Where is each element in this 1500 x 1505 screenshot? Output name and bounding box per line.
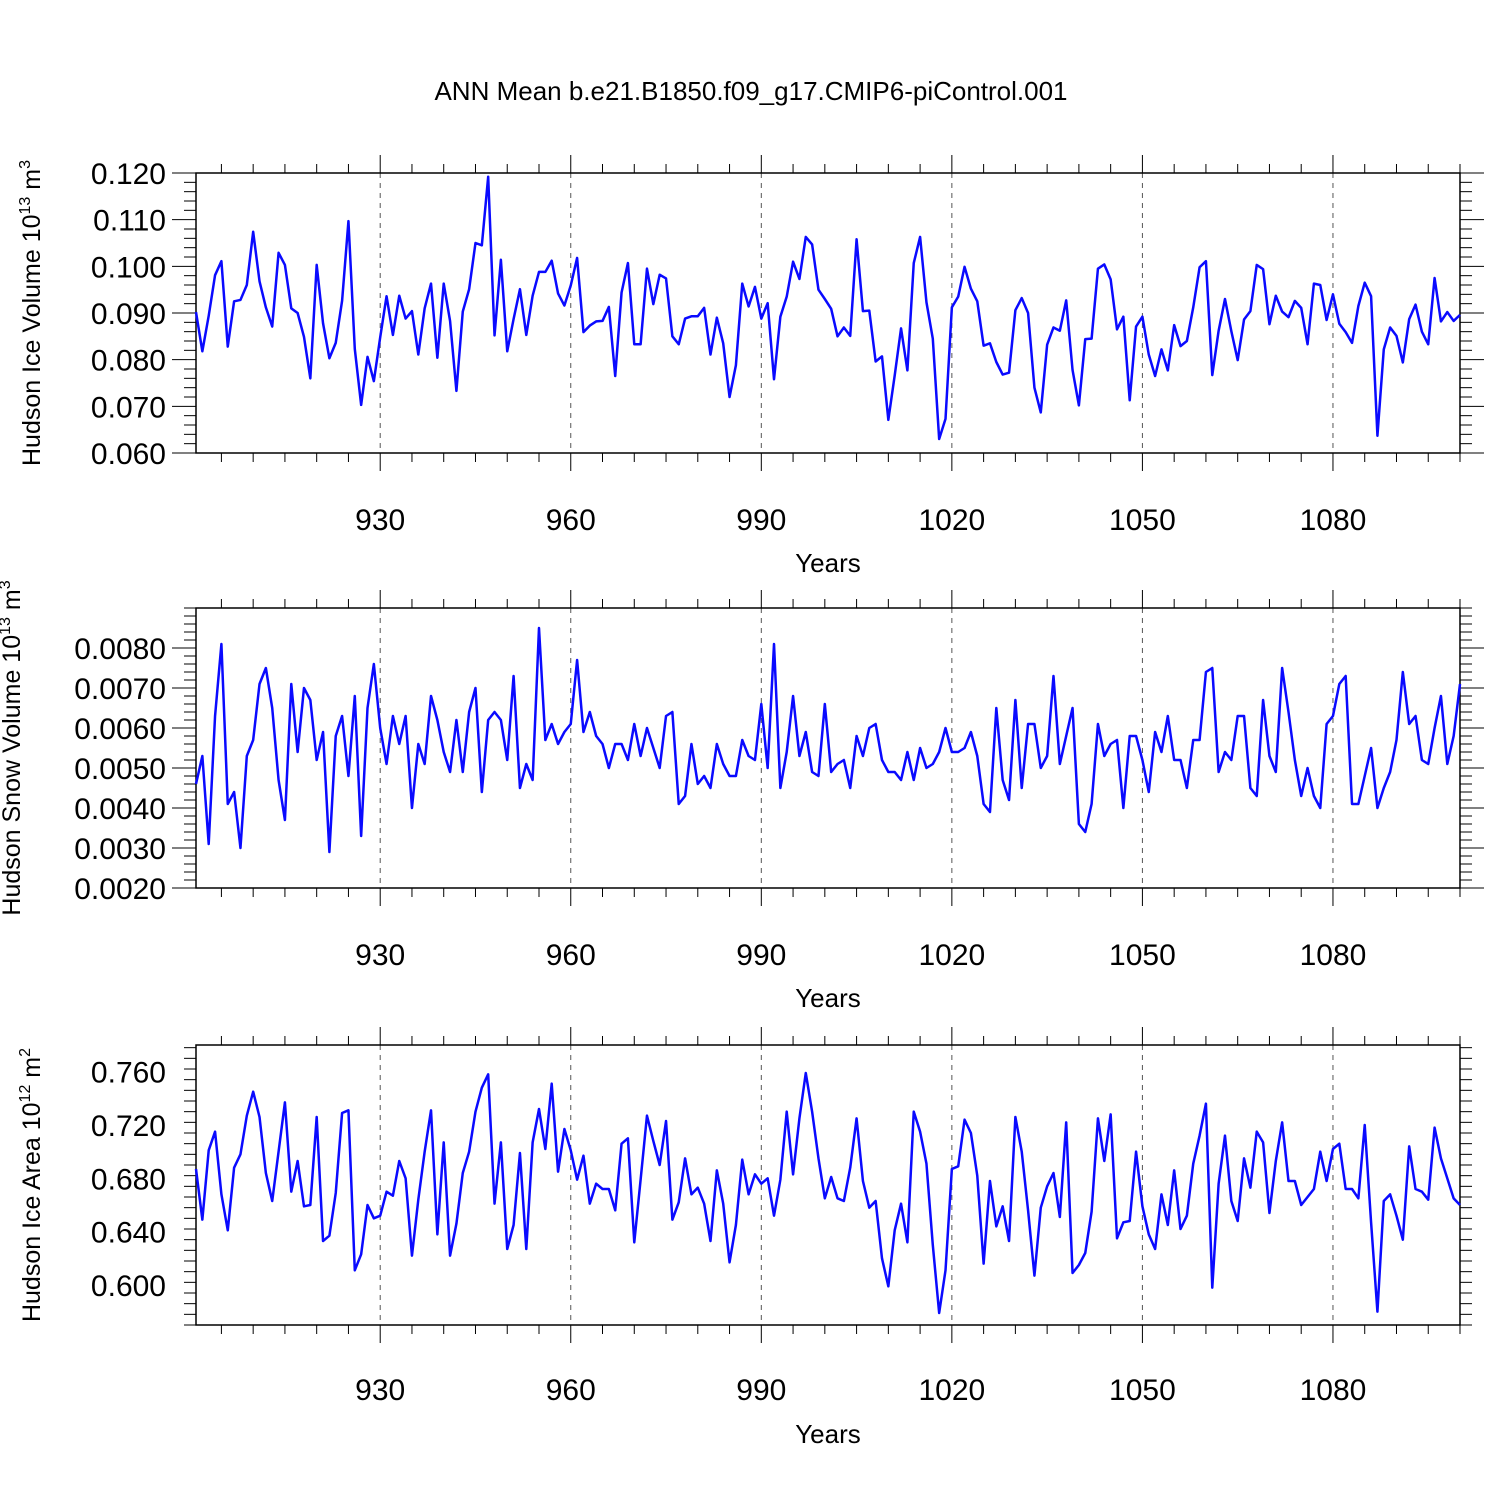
x-tick-label: 1080 [1300, 939, 1367, 972]
x-tick-label: 1050 [1109, 939, 1176, 972]
x-tick-label: 1020 [918, 504, 985, 537]
y-units-unit-exponent: 3 [0, 580, 14, 589]
y-units-unit-exponent: 2 [17, 1048, 34, 1057]
y-axis-title: Hudson Ice Area 1012 m2 [17, 1048, 46, 1322]
y-tick-label: 0.0020 [74, 873, 166, 906]
y-tick-label: 0.720 [91, 1110, 166, 1143]
y-tick-label: 0.0070 [74, 673, 166, 706]
y-units-base: 10 [0, 635, 26, 663]
x-tick-label: 1020 [918, 939, 985, 972]
y-tick-label: 0.0060 [74, 713, 166, 746]
plot-frame [196, 173, 1460, 453]
x-tick-label: 960 [546, 1374, 596, 1407]
x-tick-label: 990 [736, 939, 786, 972]
y-units-unit-exponent: 3 [17, 160, 34, 169]
data-series-line [196, 628, 1460, 852]
y-tick-label: 0.090 [91, 298, 166, 331]
y-units-exponent: 13 [0, 617, 14, 635]
x-tick-label: 990 [736, 504, 786, 537]
x-axis-title: Years [795, 983, 861, 1013]
y-axis-label: Hudson Ice Area [18, 1130, 46, 1322]
y-axis-title: Hudson Snow Volume 1013 m3 [0, 580, 26, 915]
y-tick-label: 0.080 [91, 345, 166, 378]
y-tick-label: 0.060 [91, 438, 166, 471]
y-units-exponent: 12 [17, 1085, 34, 1103]
y-tick-label: 0.110 [93, 205, 166, 238]
y-units-base: 10 [18, 214, 46, 242]
x-tick-label: 930 [355, 504, 405, 537]
x-tick-label: 1020 [918, 1374, 985, 1407]
y-units-unit: m [18, 1057, 46, 1085]
y-units-base: 10 [18, 1102, 46, 1130]
y-units-unit: m [0, 589, 26, 617]
y-units-exponent: 13 [17, 197, 34, 215]
y-tick-label: 0.070 [91, 391, 166, 424]
y-tick-label: 0.760 [91, 1057, 166, 1090]
y-tick-label: 0.0080 [74, 633, 166, 666]
y-tick-label: 0.0030 [74, 833, 166, 866]
y-axis-label: Hudson Snow Volume [0, 663, 26, 916]
x-tick-label: 1050 [1109, 1374, 1176, 1407]
x-tick-label: 1080 [1300, 1374, 1367, 1407]
y-tick-label: 0.0050 [74, 753, 166, 786]
y-tick-label: 0.600 [91, 1270, 166, 1303]
panel-1: 0.060 0.070 0.080 0.090 0.100 0.110 0.120 930 96… [17, 155, 1484, 578]
data-series-line [196, 1073, 1460, 1313]
figure-title: ANN Mean b.e21.B1850.f09_g17.CMIP6-piCon… [434, 76, 1067, 106]
panel-2: 0.0020 0.0030 0.0040 0.0050 0.0060 0.0070 0.00… [0, 580, 1484, 1013]
y-tick-label: 0.680 [91, 1163, 166, 1196]
x-tick-label: 1080 [1300, 504, 1367, 537]
y-tick-label: 0.640 [91, 1217, 166, 1250]
x-tick-label: 930 [355, 1374, 405, 1407]
x-tick-label: 960 [546, 504, 596, 537]
x-tick-label: 1050 [1109, 504, 1176, 537]
panel-3: 0.600 0.640 0.680 0.720 0.760 930 960 990 1020 10… [17, 1027, 1472, 1449]
x-tick-label: 990 [736, 1374, 786, 1407]
x-axis-title: Years [795, 548, 861, 578]
y-tick-label: 0.0040 [74, 793, 166, 826]
y-tick-label: 0.100 [91, 251, 166, 284]
y-units-unit: m [18, 169, 46, 197]
x-axis-title: Years [795, 1419, 861, 1449]
data-series-line [196, 177, 1460, 439]
y-tick-label: 0.120 [91, 158, 166, 191]
x-tick-label: 930 [355, 939, 405, 972]
y-axis-title: Hudson Ice Volume 1013 m3 [17, 160, 46, 466]
y-axis-label: Hudson Ice Volume [18, 242, 46, 466]
x-tick-label: 960 [546, 939, 596, 972]
